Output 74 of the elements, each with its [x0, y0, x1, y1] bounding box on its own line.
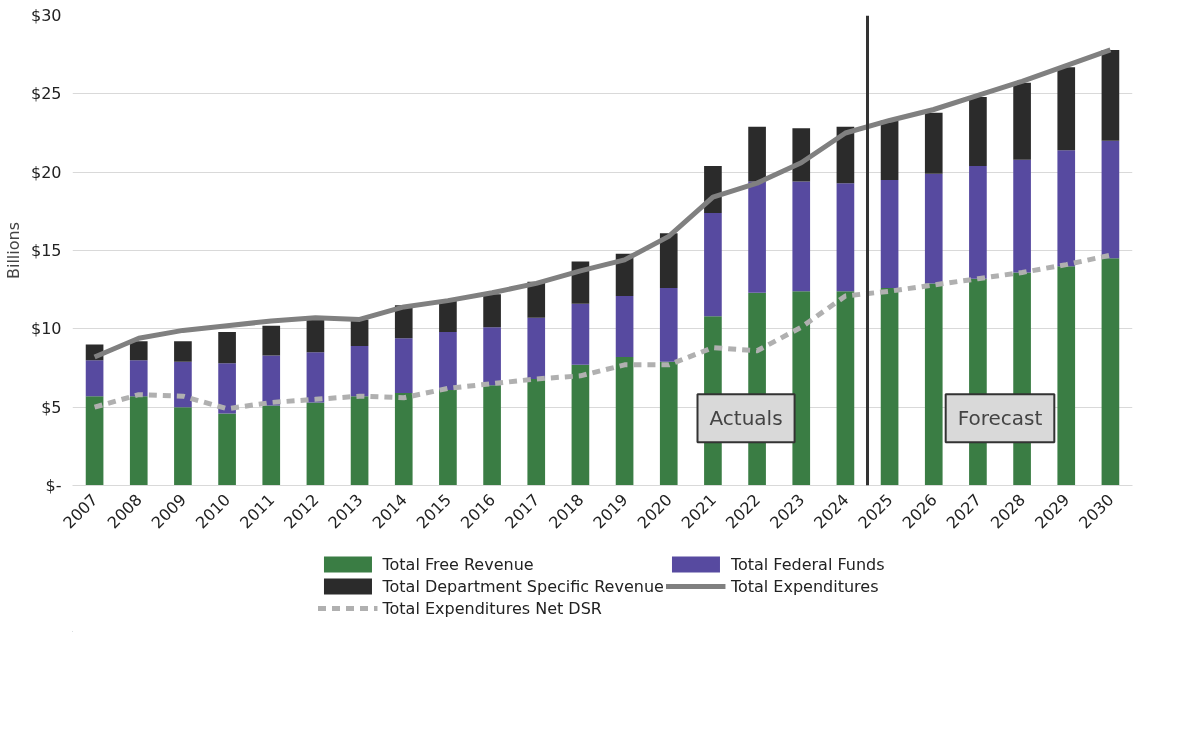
bar: [306, 402, 325, 486]
y-tick-label: $25: [30, 84, 62, 104]
bar: [306, 319, 325, 353]
bar: [85, 396, 104, 486]
bar: [174, 341, 192, 362]
bar: [394, 338, 413, 394]
bar: [1101, 140, 1120, 259]
bar: [1101, 258, 1120, 486]
bar: [704, 212, 722, 317]
bar: [350, 396, 369, 486]
bar: [1057, 266, 1076, 486]
legend-label: Total Expenditures: [730, 576, 879, 596]
bar: [1057, 150, 1076, 267]
bar: [129, 341, 148, 361]
bar: [483, 294, 501, 328]
bar: [174, 361, 192, 408]
bar: [659, 233, 678, 289]
bar: [262, 405, 281, 486]
bar: [659, 361, 678, 486]
bar: [924, 112, 943, 174]
bar: [129, 396, 148, 486]
bar: [439, 389, 457, 486]
bar: [527, 378, 546, 486]
bar: [836, 183, 855, 292]
y-tick-label: $15: [30, 241, 62, 260]
legend-label: Total Free Revenue: [382, 554, 534, 574]
bar: [1013, 82, 1031, 160]
bar: [880, 180, 899, 289]
bar: [350, 346, 369, 397]
bar: [218, 363, 236, 414]
bar: [615, 357, 634, 486]
annotation: Forecast: [957, 406, 1043, 431]
bar: [129, 360, 148, 397]
bar: [218, 413, 236, 486]
bar: [969, 96, 987, 166]
bar: [615, 295, 634, 358]
bar: [439, 300, 457, 332]
bar: [1101, 49, 1120, 141]
y-tick-label: $5: [41, 397, 62, 417]
bar: [836, 291, 855, 486]
bar: [969, 165, 987, 279]
bar: [483, 327, 501, 386]
legend-label: Total Expenditures Net DSR: [382, 598, 602, 618]
y-tick-label: $-: [45, 476, 62, 495]
bar: [571, 303, 590, 365]
bar: [262, 355, 281, 406]
bar: [880, 288, 899, 486]
legend-label: Total Department Specific Revenue: [382, 576, 664, 596]
bar: [748, 181, 766, 293]
bar: [1013, 159, 1031, 273]
bar: [262, 325, 281, 356]
legend-label: Total Federal Funds: [730, 554, 885, 574]
bar: [174, 407, 192, 486]
bar: [924, 173, 943, 284]
bar: [792, 181, 811, 292]
bar: [85, 360, 104, 397]
y-tick-label: $10: [30, 319, 62, 339]
bar: [439, 331, 457, 390]
y-axis-title: Billions: [3, 221, 23, 280]
bar: [527, 317, 546, 379]
annotation: Actuals: [709, 406, 783, 431]
bar: [924, 283, 943, 486]
bar: [306, 352, 325, 403]
bar: [880, 120, 899, 180]
bar: [483, 385, 501, 486]
bar: [218, 331, 236, 364]
bar: [659, 288, 678, 362]
bar: [1057, 67, 1076, 151]
y-tick-label: $20: [30, 162, 62, 182]
bar: [748, 126, 766, 182]
bar: [792, 291, 811, 486]
bar: [571, 364, 590, 486]
y-tick-label: $30: [30, 6, 62, 25]
bar: [394, 393, 413, 486]
